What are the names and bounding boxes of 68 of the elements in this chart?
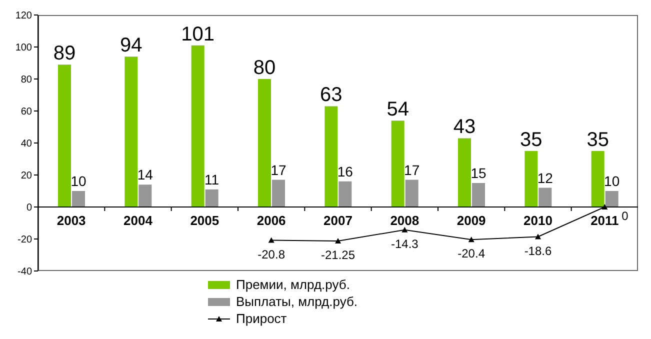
legend-label: Выплаты, млрд.руб. bbox=[236, 293, 358, 310]
x-tick-label: 2011 bbox=[590, 213, 619, 228]
y-tick-label: 120 bbox=[15, 10, 32, 22]
x-tick-label: 2008 bbox=[390, 213, 420, 228]
bar bbox=[605, 191, 618, 207]
x-tick-label: 2004 bbox=[124, 213, 154, 228]
data-label: -20.4 bbox=[458, 246, 486, 261]
x-tick-label: 2005 bbox=[190, 213, 220, 228]
bar bbox=[58, 64, 71, 207]
data-label: 14 bbox=[137, 166, 154, 183]
bar bbox=[391, 120, 404, 207]
data-label: 63 bbox=[320, 84, 342, 106]
bar bbox=[324, 106, 338, 207]
data-label: 89 bbox=[53, 42, 76, 65]
x-tick-label: 2006 bbox=[256, 213, 286, 228]
data-label: -18.6 bbox=[524, 244, 552, 258]
point bbox=[402, 226, 408, 232]
bar bbox=[191, 45, 204, 207]
data-label: 101 bbox=[181, 23, 215, 46]
data-label: -21.25 bbox=[320, 248, 356, 262]
bar bbox=[258, 79, 271, 207]
data-label: 15 bbox=[470, 165, 486, 181]
x-tick-label: 2003 bbox=[56, 213, 86, 228]
data-label: 10 bbox=[70, 173, 86, 189]
data-label: 0 bbox=[622, 209, 629, 223]
data-label: 10 bbox=[604, 173, 620, 189]
data-label: 94 bbox=[120, 34, 142, 57]
y-tick-label: 60 bbox=[20, 106, 32, 118]
y-tick-label: -40 bbox=[18, 266, 32, 278]
bar bbox=[538, 188, 552, 207]
bar bbox=[591, 151, 604, 207]
bar bbox=[405, 180, 418, 207]
data-label: 35 bbox=[586, 129, 609, 151]
y-tick-label: 20 bbox=[20, 170, 32, 182]
bar bbox=[72, 191, 85, 207]
x-tick-label: 2009 bbox=[456, 213, 486, 228]
bar bbox=[472, 183, 485, 207]
legend-label: Прирост bbox=[236, 310, 287, 327]
data-label: -20.8 bbox=[258, 247, 286, 262]
bar bbox=[124, 56, 138, 207]
data-label: -14.3 bbox=[390, 236, 419, 251]
data-label: 35 bbox=[520, 129, 542, 151]
data-label: 17 bbox=[270, 162, 286, 178]
data-label: 80 bbox=[253, 57, 276, 79]
data-label: 11 bbox=[204, 171, 220, 188]
bar bbox=[272, 180, 285, 207]
bar bbox=[458, 138, 471, 207]
data-label: 43 bbox=[453, 116, 476, 138]
bar bbox=[338, 181, 352, 207]
point bbox=[335, 238, 341, 244]
y-tick-label: 80 bbox=[20, 74, 32, 86]
legend-label: Премии, млрд.руб. bbox=[236, 276, 350, 293]
bar bbox=[205, 189, 218, 207]
x-tick-label: 2010 bbox=[524, 213, 552, 228]
y-tick-label: 0 bbox=[26, 202, 32, 214]
data-label: 12 bbox=[537, 170, 554, 186]
bar bbox=[138, 184, 152, 207]
data-label: 16 bbox=[337, 163, 354, 180]
y-tick-label: -20 bbox=[18, 234, 32, 246]
x-tick-label: 2007 bbox=[324, 213, 352, 228]
data-label: 17 bbox=[404, 162, 420, 178]
y-tick-label: 40 bbox=[20, 138, 32, 150]
data-label: 54 bbox=[386, 98, 409, 121]
bar bbox=[524, 151, 538, 207]
y-tick-label: 100 bbox=[15, 42, 32, 54]
point bbox=[268, 237, 274, 243]
point bbox=[535, 234, 541, 240]
point bbox=[468, 236, 474, 242]
